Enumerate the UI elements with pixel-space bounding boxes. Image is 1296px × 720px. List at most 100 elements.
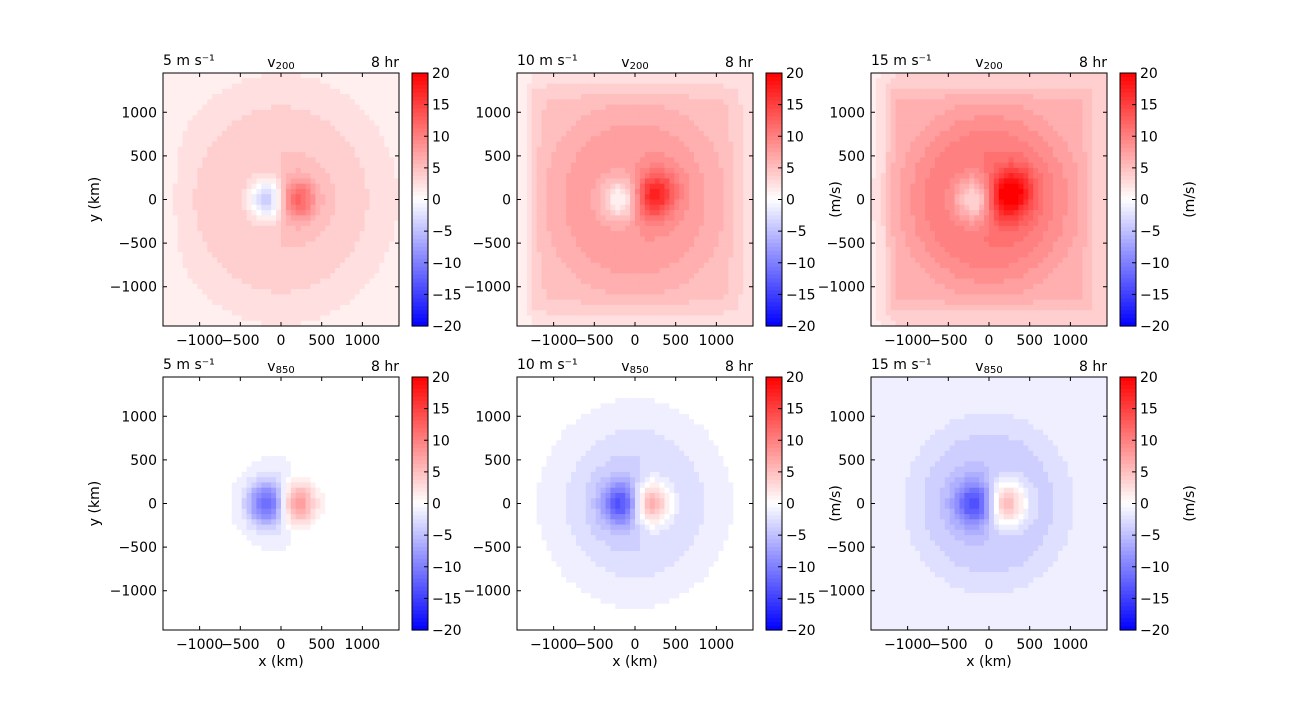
heatmap-cell	[335, 236, 341, 243]
heatmap-cell	[526, 294, 533, 301]
heatmap-cell	[590, 289, 597, 295]
heatmap-cell	[389, 167, 395, 174]
heatmap-cell	[880, 120, 887, 127]
heatmap-cell	[694, 262, 700, 269]
heatmap-cell	[236, 94, 243, 100]
heatmap-cell	[344, 183, 351, 190]
heatmap-cell	[207, 162, 213, 169]
heatmap-cell	[364, 315, 371, 322]
colorbar-segment	[766, 258, 782, 264]
heatmap-cell	[241, 73, 248, 79]
heatmap-cell	[728, 210, 734, 216]
heatmap-cell	[177, 262, 184, 269]
heatmap-cell	[167, 188, 174, 195]
heatmap-cell	[246, 78, 253, 85]
heatmap-cell	[625, 299, 631, 306]
heatmap-cell	[580, 73, 587, 79]
heatmap-cell	[315, 194, 321, 201]
heatmap-cell	[285, 115, 292, 122]
heatmap-cell	[635, 236, 641, 243]
heatmap-cell	[276, 241, 282, 248]
heatmap-cell	[389, 304, 395, 311]
heatmap-cell	[684, 141, 690, 148]
heatmap-cell	[664, 289, 671, 295]
heatmap-cell	[384, 78, 390, 85]
heatmap-cell	[231, 157, 238, 164]
heatmap-cell	[241, 215, 248, 222]
heatmap-cell	[192, 283, 199, 290]
heatmap-cell	[649, 236, 656, 243]
heatmap-cell	[748, 120, 754, 127]
heatmap-cell	[163, 304, 169, 311]
heatmap-cell	[689, 173, 695, 180]
heatmap-cell	[187, 231, 194, 237]
colorbar-segment	[766, 298, 782, 303]
heatmap-cell	[266, 78, 272, 85]
heatmap-cell	[266, 304, 272, 311]
heatmap-cell	[694, 246, 700, 253]
heatmap-cell	[713, 268, 720, 274]
heatmap-cell	[733, 99, 739, 106]
heatmap-cell	[610, 157, 616, 164]
heatmap-cell	[236, 173, 243, 180]
colorbar-segment	[766, 282, 782, 288]
heatmap-cell	[595, 94, 602, 100]
heatmap-cell	[276, 278, 282, 285]
heatmap-cell	[285, 78, 292, 85]
heatmap-cell	[654, 104, 661, 111]
heatmap-cell	[394, 162, 400, 169]
heatmap-cell	[187, 94, 194, 100]
heatmap-cell	[167, 167, 174, 174]
heatmap-cell	[694, 315, 700, 322]
heatmap-cell	[340, 299, 346, 306]
heatmap-cell	[585, 257, 592, 264]
heatmap-cell	[172, 299, 179, 306]
heatmap-cell	[698, 146, 705, 153]
heatmap-cell	[684, 120, 690, 127]
heatmap-cell	[590, 173, 597, 180]
heatmap-cell	[305, 146, 312, 153]
heatmap-cell	[290, 262, 297, 269]
heatmap-cell	[580, 167, 587, 174]
heatmap-cell	[600, 167, 607, 174]
heatmap-cell	[743, 173, 749, 180]
heatmap-cell	[635, 304, 641, 311]
heatmap-cell	[167, 73, 174, 79]
heatmap-cell	[635, 257, 641, 264]
heatmap-cell	[615, 278, 621, 285]
heatmap-cell	[698, 310, 705, 317]
heatmap-cell	[192, 299, 199, 306]
heatmap-cell	[202, 294, 208, 301]
heatmap-cell	[654, 115, 661, 122]
heatmap-cell	[698, 246, 705, 253]
heatmap-cell	[192, 115, 199, 122]
heatmap-cell	[359, 173, 366, 180]
heatmap-cell	[212, 257, 218, 264]
heatmap-cell	[349, 146, 356, 153]
y-tick-label: −500	[473, 236, 511, 252]
heatmap-cell	[708, 241, 715, 248]
heatmap-cell	[615, 289, 621, 295]
heatmap-cell	[743, 262, 749, 269]
heatmap-cell	[566, 173, 572, 180]
heatmap-cell	[703, 220, 710, 227]
heatmap-cell	[335, 246, 341, 253]
heatmap-cell	[202, 231, 208, 237]
heatmap-cell	[290, 130, 297, 137]
heatmap-cell	[344, 236, 351, 243]
heatmap-cell	[600, 157, 607, 164]
heatmap-cell	[187, 152, 194, 158]
heatmap-cell	[571, 73, 577, 79]
heatmap-cell	[222, 88, 228, 95]
heatmap-cell	[330, 215, 336, 222]
heatmap-cell	[600, 252, 607, 259]
heatmap-cell	[610, 125, 616, 132]
heatmap-cell	[285, 241, 292, 248]
heatmap-cell	[625, 257, 631, 264]
heatmap-cell	[295, 315, 302, 322]
heatmap-cell	[689, 178, 695, 185]
heatmap-cell	[241, 262, 248, 269]
heatmap-cell	[226, 210, 233, 216]
colorbar-segment	[766, 270, 782, 276]
heatmap-cell	[344, 83, 351, 90]
